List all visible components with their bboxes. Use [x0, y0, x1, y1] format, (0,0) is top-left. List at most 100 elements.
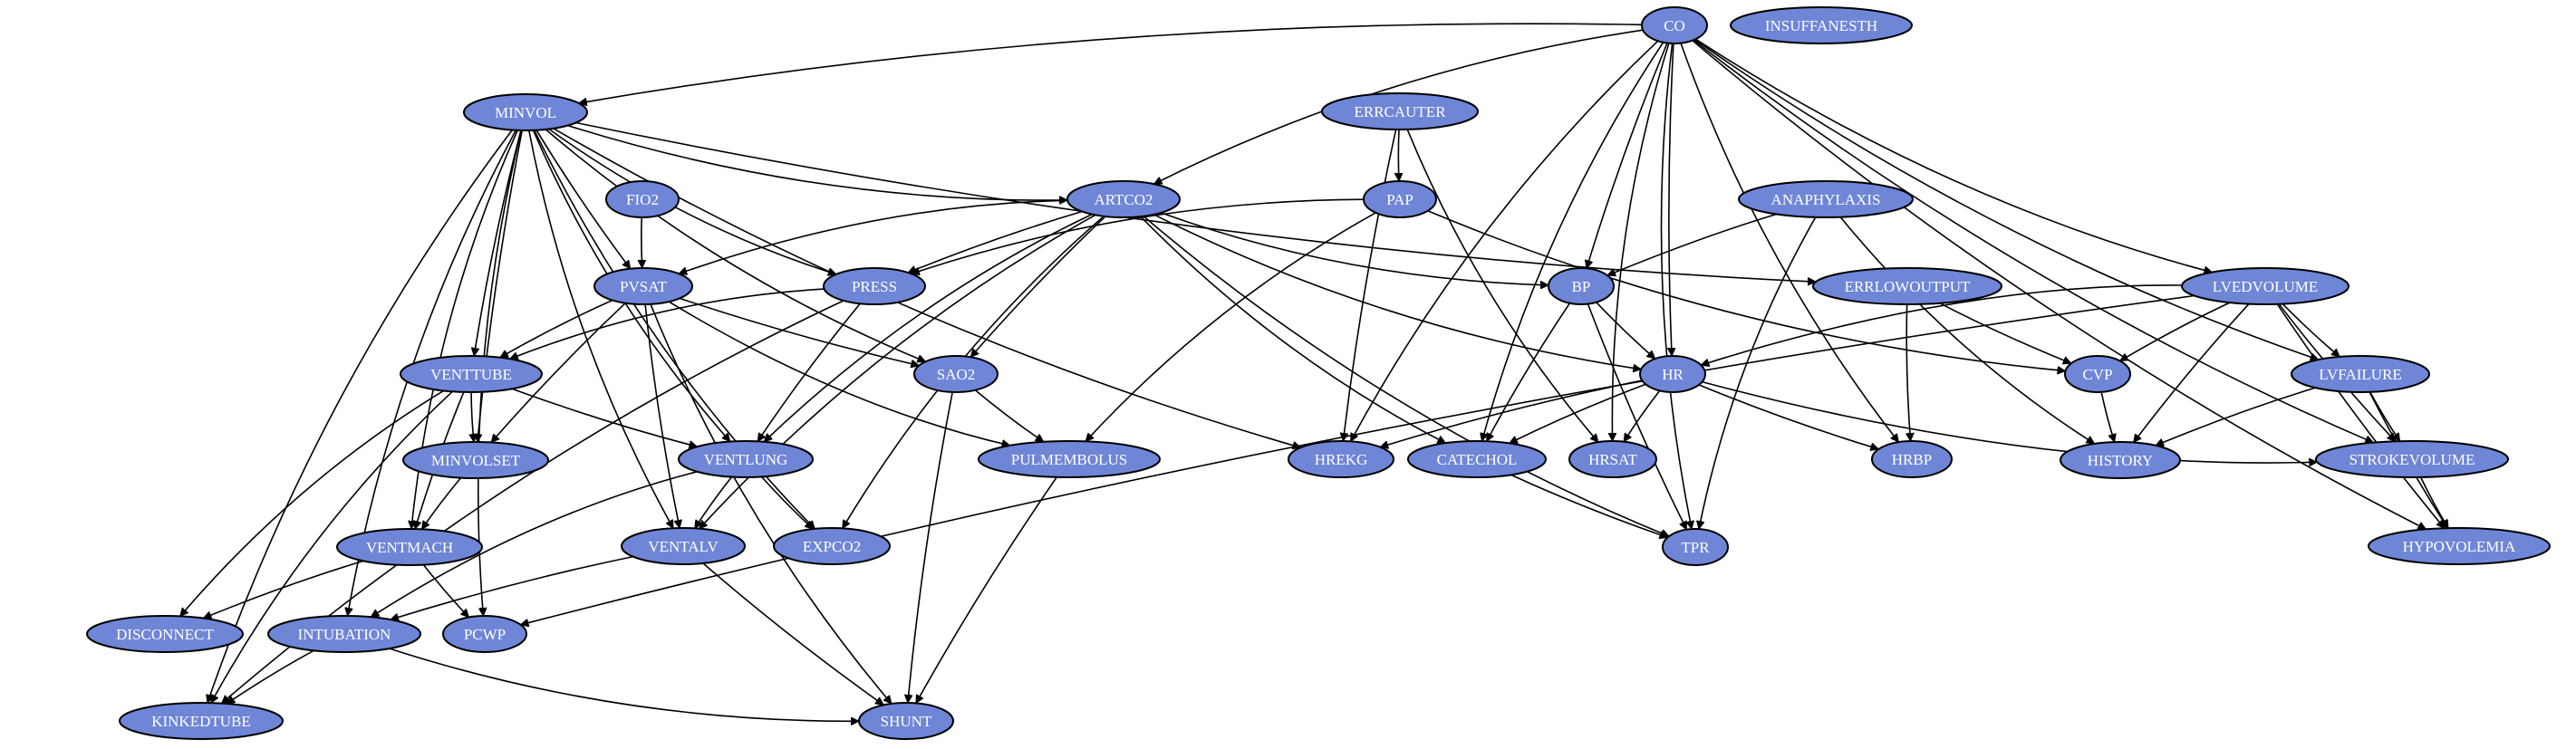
edge-lvedvolume-to-pcwp [521, 294, 2195, 625]
edge-pvsat-to-venttube [500, 299, 613, 359]
node-history: HISTORY [2060, 441, 2181, 479]
edge-pvsat-to-minvolset [491, 302, 626, 443]
node-label: VENTTUBE [430, 366, 512, 383]
edge-errcauter-to-hrekg [1343, 129, 1397, 441]
node-ventmach: VENTMACH [336, 528, 483, 566]
edge-artco2-to-ventalv [699, 214, 1096, 528]
edge-venttube-to-minvolset [471, 391, 474, 442]
node-label: CO [1664, 17, 1685, 34]
node-lvedvolume: LVEDVOLUME [2181, 267, 2349, 305]
edge-bp-to-catechol [1485, 302, 1571, 442]
node-hrekg: HREKG [1288, 440, 1394, 478]
node-label: DISCONNECT [116, 626, 214, 643]
edge-minvolset-to-ventmach [420, 477, 462, 530]
node-label: PCWP [464, 626, 506, 643]
edge-hr-to-hrsat [1623, 389, 1661, 441]
edge-errcauter-to-pap [1398, 129, 1399, 181]
edge-lvedvolume-to-history [2133, 303, 2250, 443]
edge-minvol-to-sao2 [545, 129, 925, 361]
node-tpr: TPR [1662, 528, 1729, 566]
edge-minvol-to-minvolset [478, 130, 523, 442]
edge-press-to-venttube [510, 288, 825, 359]
node-hr: HR [1639, 355, 1706, 393]
node-ellipse [1066, 180, 1181, 218]
edge-pvsat-to-ventalv [644, 303, 680, 528]
node-catechol: CATECHOL [1407, 440, 1547, 478]
node-ellipse [442, 615, 527, 653]
node-ventalv: VENTALV [621, 527, 746, 565]
node-ellipse [1568, 440, 1657, 478]
edge-errlowoutput-to-cvp [1939, 302, 2071, 363]
edge-minvol-to-kinkedtube [207, 130, 513, 704]
node-shunt: SHUNT [858, 702, 954, 740]
node-label: EXPCO2 [803, 538, 861, 555]
edge-artco2-to-sao2 [970, 216, 1106, 357]
node-label: PULMEMBOLUS [1011, 451, 1127, 468]
node-ellipse [773, 527, 891, 565]
edge-pap-to-pulmembolus [1085, 212, 1376, 441]
node-ellipse [2064, 355, 2131, 393]
edge-anaphylaxis-to-bp [1607, 213, 1777, 276]
node-ellipse [1871, 440, 1953, 478]
node-press: PRESS [823, 267, 926, 305]
node-label: CVP [2082, 366, 2112, 383]
node-label: PAP [1386, 191, 1413, 208]
node-ellipse [678, 440, 814, 478]
node-label: ANAPHYLAXIS [1771, 191, 1881, 208]
edge-hr-to-strokevolume [1702, 380, 2318, 463]
edge-artco2-to-catechol [1140, 216, 1446, 444]
edge-pap-to-cvp [1427, 210, 2066, 371]
node-label: TPR [1681, 539, 1710, 556]
node-label: HYPOVOLEMIA [2403, 538, 2516, 555]
node-label: FIO2 [626, 191, 659, 208]
node-ellipse [86, 615, 244, 653]
node-sao2: SAO2 [913, 355, 999, 393]
node-hypovolemia: HYPOVOLEMIA [2368, 527, 2551, 565]
node-label: PVSAT [620, 278, 668, 295]
edge-minvol-to-errlowoutput [575, 121, 1816, 283]
node-ellipse [2291, 355, 2430, 393]
node-cvp: CVP [2064, 355, 2131, 393]
node-label: CATECHOL [1437, 451, 1518, 468]
edge-errlowoutput-to-hrbp [1906, 303, 1910, 441]
node-ellipse [1363, 180, 1437, 218]
node-pulmembolus: PULMEMBOLUS [978, 440, 1161, 478]
node-errlowoutput: ERRLOWOUTPUT [1812, 267, 2002, 305]
node-ellipse [463, 93, 588, 131]
edge-co-to-artco2 [1154, 29, 1644, 185]
node-errcauter: ERRCAUTER [1321, 92, 1479, 130]
edge-strokevolume-to-hypovolemia [2419, 476, 2449, 528]
node-ellipse [1548, 267, 1615, 305]
node-label: HISTORY [2088, 452, 2153, 469]
node-insuffanesth: INSUFFANESTH [1730, 6, 1913, 44]
node-ellipse [1639, 355, 1706, 393]
node-hrbp: HRBP [1871, 440, 1953, 478]
node-strokevolume: STROKEVOLUME [2315, 440, 2509, 478]
node-label: SHUNT [881, 713, 932, 730]
edge-co-to-lvfailure [1693, 39, 2318, 360]
node-kinkedtube: KINKEDTUBE [119, 702, 284, 740]
edge-bp-to-hr [1596, 302, 1655, 359]
edge-pvsat-to-pulmembolus [668, 301, 1009, 446]
edge-artco2-to-tpr [1143, 216, 1669, 536]
edge-minvol-to-ventmach [411, 130, 518, 529]
edge-ventalv-to-shunt [702, 562, 883, 706]
node-label: MINVOL [495, 104, 556, 121]
node-hrsat: HRSAT [1568, 440, 1657, 478]
edge-sao2-to-pulmembolus [974, 389, 1044, 443]
node-expco2: EXPCO2 [773, 527, 891, 565]
node-ellipse [2368, 527, 2551, 565]
node-label: VENTMACH [366, 539, 453, 556]
node-label: ERRCAUTER [1354, 103, 1446, 120]
edge-pvsat-to-shunt [650, 303, 892, 704]
edge-ventalv-to-intubation [391, 555, 633, 620]
node-label: KINKEDTUBE [151, 713, 251, 730]
edge-minvol-to-expco2 [533, 130, 815, 529]
node-label: INTUBATION [298, 626, 391, 643]
node-ellipse [2315, 440, 2509, 478]
edge-anaphylaxis-to-history [1839, 216, 2094, 445]
node-ellipse [1738, 180, 1914, 218]
node-ventlung: VENTLUNG [678, 440, 814, 478]
node-label: BP [1572, 278, 1591, 295]
